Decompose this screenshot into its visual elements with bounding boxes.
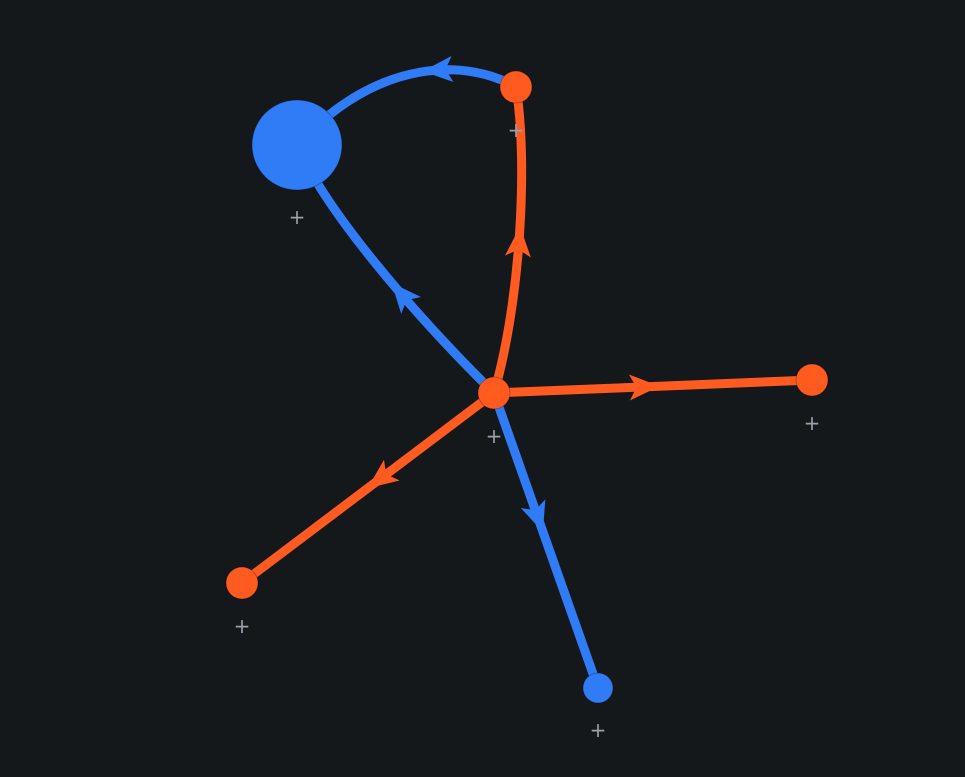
node-right[interactable] bbox=[795, 363, 829, 397]
node-left-label: + bbox=[234, 614, 251, 638]
arrow-hub-to-big bbox=[391, 282, 421, 314]
arrow-hub-to-left bbox=[367, 459, 400, 489]
node-big[interactable] bbox=[251, 99, 343, 191]
node-top[interactable] bbox=[499, 70, 533, 104]
node-top-label: + bbox=[508, 118, 525, 142]
node-hub[interactable] bbox=[477, 376, 511, 410]
arrow-top-to-big bbox=[422, 56, 454, 82]
edge-hub-to-big bbox=[292, 140, 499, 398]
edges-layer bbox=[237, 56, 817, 693]
labels-layer: + + + + + + bbox=[234, 118, 821, 742]
node-bottom[interactable] bbox=[582, 672, 614, 704]
node-hub-label: + bbox=[486, 424, 503, 448]
nodes-layer bbox=[225, 70, 829, 704]
node-bottom-label: + bbox=[590, 718, 607, 742]
arrow-hub-to-top bbox=[504, 226, 531, 258]
node-right-label: + bbox=[804, 411, 821, 435]
edge-hub-to-bottom bbox=[489, 388, 603, 693]
arrow-hub-to-bottom bbox=[520, 499, 546, 532]
arrow-hub-to-right bbox=[628, 374, 660, 401]
node-left[interactable] bbox=[225, 566, 259, 600]
node-big-label: + bbox=[289, 205, 306, 229]
